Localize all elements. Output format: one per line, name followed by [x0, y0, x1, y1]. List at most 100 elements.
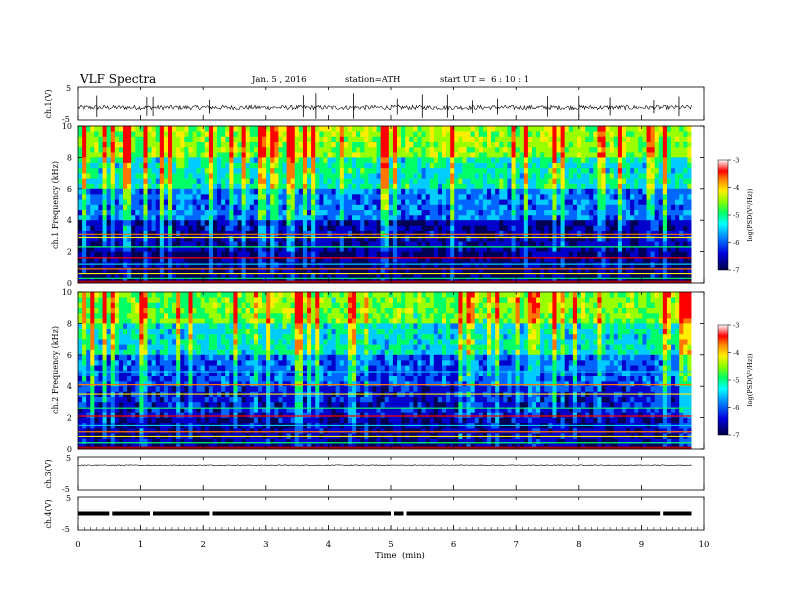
- spectrogram-cell: [466, 173, 471, 179]
- spectrogram-cell: [176, 152, 181, 158]
- spectrogram-cell: [507, 131, 512, 137]
- spectrogram-cell: [94, 188, 99, 195]
- spectrogram-cell: [466, 188, 471, 195]
- spectrogram-cell: [446, 126, 451, 132]
- spectrogram-cell: [282, 136, 287, 142]
- spectrogram-cell: [302, 251, 308, 258]
- spectrogram-cell: [151, 246, 157, 252]
- spectrogram-cell: [666, 246, 672, 252]
- spectrogram-cell: [102, 162, 107, 169]
- spectrogram-cell: [266, 141, 271, 148]
- spectrogram-cell: [82, 204, 87, 211]
- spectrogram-cell: [638, 178, 643, 184]
- spectrogram-cell: [626, 262, 631, 268]
- spectrogram-cell: [666, 157, 672, 163]
- spectrogram-cell: [683, 188, 688, 195]
- spectrogram-cell: [364, 220, 369, 226]
- spectrogram-cell: [335, 199, 341, 205]
- spectrogram-cell: [221, 209, 226, 216]
- spectrogram-cell: [266, 230, 271, 237]
- spectrogram-cell: [262, 199, 267, 205]
- spectrogram-cell: [671, 152, 676, 158]
- spectrogram-cell: [572, 146, 578, 153]
- spectrogram-cell: [331, 167, 336, 174]
- spectrogram-cell: [139, 272, 144, 279]
- spectrogram-cell: [143, 277, 148, 284]
- spectrogram-cell: [110, 188, 116, 195]
- spectrogram-cell: [454, 267, 459, 273]
- spectrogram-cell: [507, 246, 512, 252]
- spectrogram-cell: [503, 152, 508, 158]
- spectrogram-cell: [605, 194, 610, 200]
- spectrogram-cell: [86, 178, 91, 184]
- spectrogram-cell: [106, 152, 112, 158]
- spectrogram-cell: [200, 136, 206, 142]
- spectrogram-cell: [102, 220, 107, 226]
- spectrogram-cell: [671, 204, 676, 211]
- spectrogram-cell: [159, 194, 165, 200]
- spectrogram-cell: [249, 272, 255, 279]
- spectrogram-cell: [176, 235, 181, 242]
- spectrogram-cell: [282, 146, 287, 153]
- spectrogram-cell: [159, 152, 165, 158]
- spectrogram-cell: [364, 152, 369, 158]
- spectrogram-cell: [556, 272, 561, 279]
- spectrogram-cell: [568, 230, 574, 237]
- spectrogram-cell: [450, 131, 455, 137]
- spectrogram-cell: [221, 199, 226, 205]
- spectrogram-cell: [294, 136, 300, 142]
- spectrogram-cell: [257, 188, 263, 195]
- spectrogram-cell: [327, 230, 332, 237]
- spectrogram-cell: [630, 146, 635, 153]
- spectrogram-cell: [311, 246, 316, 252]
- spectrogram-cell: [368, 235, 373, 242]
- spectrogram-cell: [405, 225, 410, 231]
- spectrogram-cell: [282, 214, 287, 221]
- spectrogram-cell: [221, 126, 226, 132]
- spectrogram-cell: [421, 173, 426, 179]
- spectrogram-cell: [384, 204, 390, 211]
- spectrogram-cell: [540, 251, 545, 258]
- spectrogram-cell: [401, 307, 406, 314]
- spectrogram-cell: [360, 141, 365, 148]
- spectrogram-cell: [413, 126, 418, 132]
- spectrogram-cell: [409, 126, 414, 132]
- spectrogram-cell: [323, 241, 328, 247]
- spectrogram-cell: [486, 178, 492, 184]
- spectrogram-cell: [237, 241, 242, 247]
- spectrogram-cell: [86, 277, 91, 284]
- spectrogram-cell: [139, 230, 144, 237]
- spectrogram-cell: [683, 267, 688, 273]
- spectrogram-cell: [499, 235, 504, 242]
- spectrogram-cell: [114, 277, 120, 284]
- spectrogram-cell: [662, 173, 668, 179]
- spectrogram-cell: [683, 167, 688, 174]
- spectrogram-cell: [531, 209, 537, 216]
- spectrogram-cell: [180, 262, 185, 268]
- spectrogram-cell: [356, 256, 361, 263]
- spectrogram-cell: [188, 246, 193, 252]
- spectrogram-cell: [409, 173, 414, 179]
- spectrogram-cell: [392, 162, 398, 169]
- spectrogram-cell: [307, 162, 312, 169]
- spectrogram-cell: [511, 188, 516, 195]
- spectrogram-cell: [311, 272, 316, 279]
- spectrogram-cell: [294, 152, 300, 158]
- spectrogram-cell: [257, 173, 263, 179]
- spectrogram-cell: [302, 230, 308, 237]
- spectrogram-cell: [470, 235, 476, 242]
- spectrogram-cell: [102, 188, 107, 195]
- spectrogram-cell: [548, 256, 553, 263]
- spectrogram-cell: [683, 251, 688, 258]
- spectrogram-cell: [397, 267, 402, 273]
- spectrogram-cell: [114, 167, 120, 174]
- spectrogram-cell: [662, 246, 668, 252]
- spectrogram-cell: [613, 235, 619, 242]
- spectrogram-cell: [642, 126, 647, 132]
- spectrogram-cell: [278, 162, 283, 169]
- spectrogram-cell: [282, 277, 287, 284]
- spectrogram-cell: [82, 162, 87, 169]
- spectrogram-cell: [544, 235, 549, 242]
- spectrogram-cell: [217, 204, 222, 211]
